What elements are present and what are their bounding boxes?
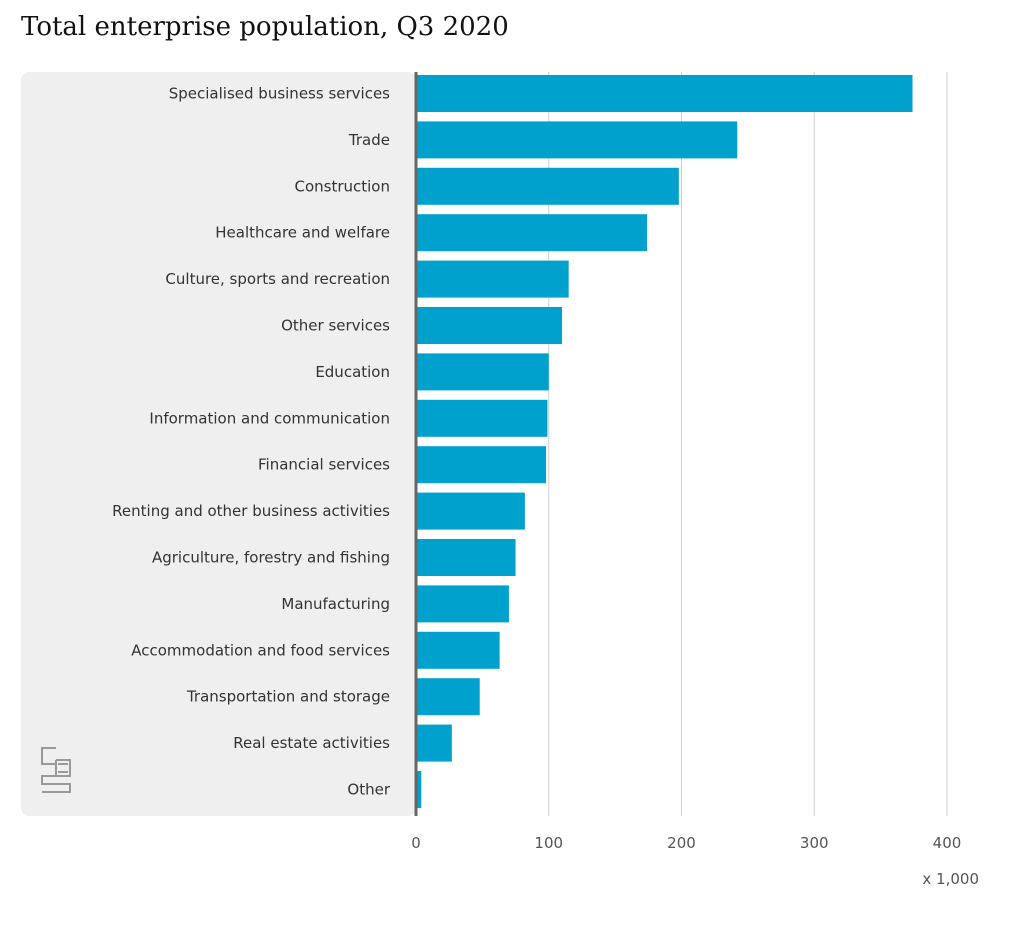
bars (417, 75, 913, 808)
cbs-logo-icon (41, 747, 71, 793)
category-label: Construction (294, 177, 390, 195)
bar (417, 492, 525, 530)
bar (417, 631, 500, 669)
category-label: Other (347, 781, 390, 799)
x-tick-label: 400 (933, 834, 962, 852)
bar (417, 260, 569, 298)
bar (417, 214, 647, 252)
category-label: Renting and other business activities (112, 502, 390, 520)
bar (417, 539, 516, 576)
category-label: Healthcare and welfare (215, 224, 390, 242)
bar (417, 353, 549, 391)
category-label: Agriculture, forestry and fishing (152, 549, 390, 567)
x-tick-label: 0 (411, 834, 421, 852)
bar (417, 585, 509, 623)
category-label: Trade (348, 131, 390, 149)
category-label: Accommodation and food services (131, 641, 390, 659)
x-axis-ticks: 0 100 200 300 400 (411, 834, 961, 852)
x-tick-label: 300 (800, 834, 829, 852)
bar (417, 771, 422, 808)
category-label: Education (315, 363, 390, 381)
bar (417, 75, 913, 112)
bar (417, 724, 452, 762)
bar (417, 446, 547, 484)
category-labels: Specialised business services Trade Constr… (112, 85, 391, 799)
category-label: Information and communication (149, 409, 390, 427)
bar (417, 121, 738, 159)
page-title: Total enterprise population, Q3 2020 (21, 12, 509, 42)
category-label: Transportation and storage (186, 688, 390, 706)
bar (417, 167, 679, 205)
x-axis-unit-label: x 1,000 (922, 870, 979, 888)
category-label: Other services (281, 317, 390, 335)
category-label-panel (21, 72, 416, 816)
category-label: Real estate activities (233, 734, 390, 752)
category-label: Culture, sports and recreation (165, 270, 390, 288)
bar (417, 307, 563, 344)
bar (417, 399, 548, 437)
category-label: Specialised business services (169, 85, 390, 103)
category-label: Manufacturing (281, 595, 390, 613)
bar (417, 678, 480, 716)
category-label: Financial services (258, 456, 390, 474)
x-tick-label: 200 (667, 834, 696, 852)
x-tick-label: 100 (534, 834, 563, 852)
